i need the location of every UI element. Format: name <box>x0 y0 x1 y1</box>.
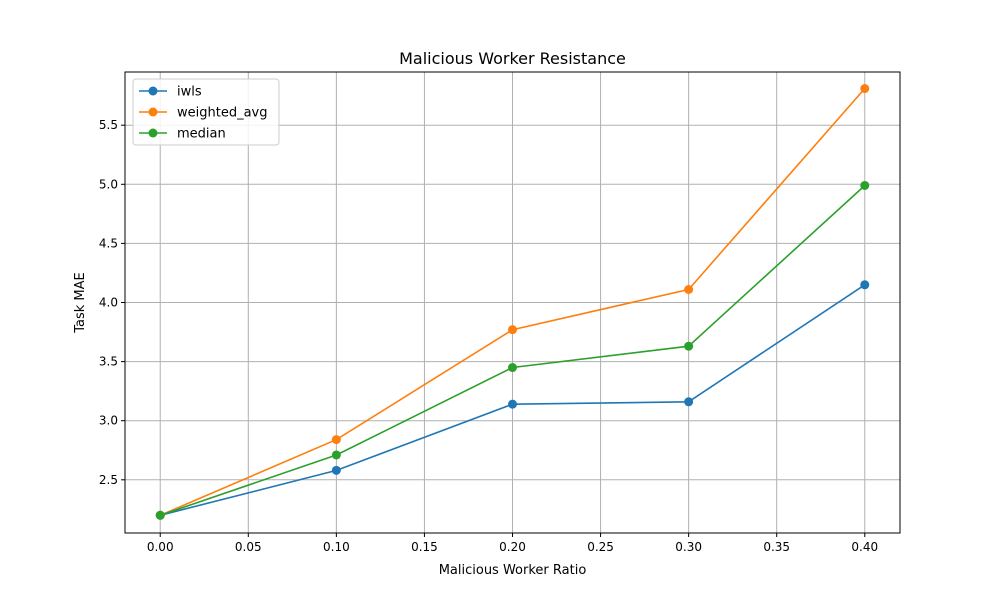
x-tick-label: 0.35 <box>763 540 790 554</box>
data-point-iwls <box>684 397 694 407</box>
grid <box>125 72 900 533</box>
data-point-median <box>684 341 694 351</box>
x-tick-label: 0.15 <box>411 540 438 554</box>
x-tick-label: 0.05 <box>235 540 262 554</box>
data-point-weighted_avg <box>331 435 341 445</box>
data-point-weighted_avg <box>508 325 517 335</box>
y-tick-label: 5.0 <box>99 177 118 191</box>
x-tick-label: 0.25 <box>587 540 614 554</box>
series-layer <box>155 84 870 520</box>
data-point-weighted_avg <box>860 84 870 94</box>
legend-label-median: median <box>177 127 226 142</box>
data-point-iwls <box>508 399 517 409</box>
data-point-median <box>860 180 870 190</box>
x-axis-label: Malicious Worker Ratio <box>439 563 587 578</box>
y-axis-label: Task MAE <box>73 272 88 334</box>
legend-marker-iwls <box>148 86 158 96</box>
data-point-median <box>331 450 341 460</box>
data-point-iwls <box>331 465 341 475</box>
data-point-median <box>508 363 517 373</box>
x-tick-label: 0.20 <box>499 540 526 554</box>
y-tick-label: 4.5 <box>99 236 118 250</box>
x-tick-label: 0.40 <box>851 540 878 554</box>
y-tick-label: 4.0 <box>99 296 118 310</box>
data-point-weighted_avg <box>684 284 694 294</box>
ticks: 0.00 0.05 0.10 0.15 0.20 0.25 0.30 0.35 0.40 2.5 3… <box>99 118 878 554</box>
y-tick-label: 2.5 <box>99 473 118 487</box>
data-point-iwls <box>860 280 870 290</box>
legend-marker-weighted_avg <box>148 107 158 117</box>
x-tick-label: 0.10 <box>323 540 350 554</box>
legend-box <box>132 78 280 146</box>
y-tick-label: 5.5 <box>99 118 118 132</box>
legend-marker-median <box>148 128 158 138</box>
x-tick-label: 0.00 <box>147 540 174 554</box>
y-tick-label: 3.5 <box>99 355 118 369</box>
chart-title: Malicious Worker Resistance <box>399 49 626 68</box>
data-point-median <box>155 510 165 520</box>
legend-label-iwls: iwls <box>177 85 202 100</box>
y-tick-label: 3.0 <box>99 414 118 428</box>
x-tick-label: 0.30 <box>675 540 702 554</box>
legend-label-weighted_avg: weighted_avg <box>177 106 268 121</box>
